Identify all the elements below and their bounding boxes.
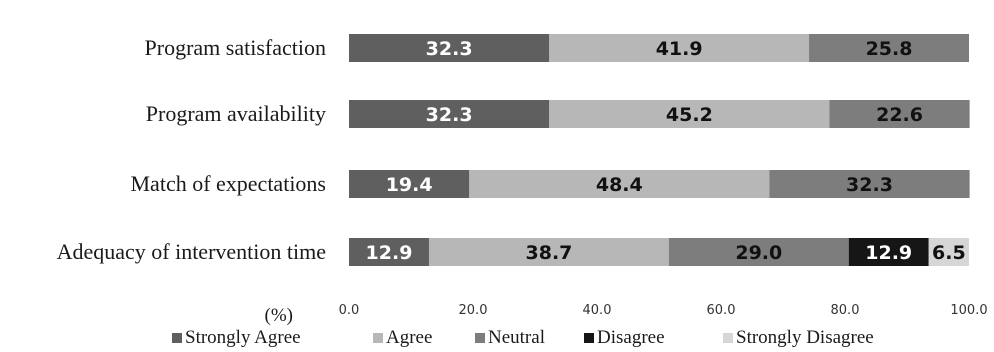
legend-swatch (475, 333, 485, 343)
data-label: 25.8 (866, 38, 913, 60)
data-label: 12.9 (366, 242, 413, 264)
x-tick-label: 60.0 (707, 303, 736, 318)
legend-swatch (172, 333, 182, 343)
legend-label: Strongly Disagree (736, 327, 874, 348)
legend-label: Disagree (597, 327, 665, 348)
category-labels: Program satisfaction Program availability… (57, 35, 326, 264)
bar-segment (829, 100, 970, 128)
bar-segment (848, 238, 929, 266)
x-tick-label: 80.0 (831, 303, 860, 318)
bar-segment (469, 170, 770, 198)
data-label: 32.3 (426, 38, 473, 60)
x-tick-label: 40.0 (583, 303, 612, 318)
data-label: 48.4 (596, 174, 643, 196)
x-tick-label: 20.0 (459, 303, 488, 318)
bar-segment (349, 170, 470, 198)
legend-swatch (584, 333, 594, 343)
data-label: 38.7 (526, 242, 573, 264)
data-label: 45.2 (666, 104, 713, 126)
category-label: Adequacy of intervention time (57, 239, 326, 264)
x-tick-label: 0.0 (339, 303, 360, 318)
legend-label: Strongly Agree (185, 327, 301, 348)
data-label: 6.5 (932, 242, 966, 264)
data-label: 32.3 (846, 174, 893, 196)
category-label: Match of expectations (131, 171, 327, 196)
bar-segment (428, 238, 669, 266)
bar-segment (349, 34, 550, 62)
bar-segment (349, 238, 429, 266)
bar-segment (549, 34, 810, 62)
category-label: Program satisfaction (145, 35, 326, 60)
data-label: 12.9 (865, 242, 912, 264)
legend-label: Neutral (488, 327, 545, 348)
x-tick-label: 100.0 (950, 303, 987, 318)
data-label: 32.3 (426, 104, 473, 126)
x-axis: (%) 0.0 20.0 40.0 60.0 80.0 100.0 (265, 303, 988, 326)
bars-group: 32.3 41.9 25.8 32.3 45.2 22.6 19.4 48.4 32.3 12.9… (349, 34, 970, 266)
bar-segment (549, 100, 830, 128)
legend-swatch (723, 333, 733, 343)
legend: Strongly Agree Agree Neutral Disagree Strong… (172, 327, 874, 348)
bar-segment (928, 238, 969, 266)
data-label: 41.9 (656, 38, 703, 60)
bar-segment (769, 170, 970, 198)
bar-segment (349, 100, 550, 128)
x-axis-unit-label: (%) (265, 305, 293, 326)
data-label: 29.0 (735, 242, 782, 264)
bar-segment (809, 34, 969, 62)
bar-segment (668, 238, 849, 266)
data-label: 22.6 (876, 104, 923, 126)
legend-swatch (373, 333, 383, 343)
legend-label: Agree (386, 327, 432, 348)
category-label: Program availability (146, 101, 326, 126)
data-label: 19.4 (386, 174, 433, 196)
